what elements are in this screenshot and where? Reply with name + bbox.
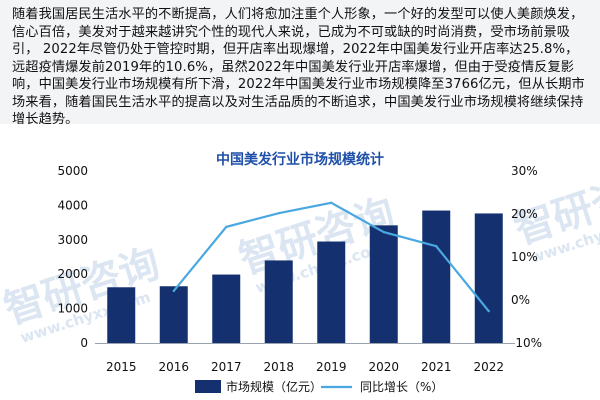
left-axis-tick-label: 2000 — [57, 267, 88, 281]
market-size-chart: 智研咨询www.chyxx.com智研咨询www.chyxx.com智研咨询ww… — [0, 151, 600, 394]
left-axis-tick-label: 1000 — [57, 302, 88, 316]
x-axis-tick-label: 2020 — [368, 360, 399, 374]
bar — [159, 286, 188, 343]
right-axis-tick-label: 10% — [511, 250, 538, 264]
growth-point — [382, 230, 385, 234]
bar — [422, 210, 451, 343]
right-axis: -10% 0% 10% 20% 30% — [511, 164, 542, 350]
growth-point — [435, 245, 438, 248]
right-axis-tick-label: 20% — [511, 207, 538, 221]
legend: 市场规模（亿元） 同比增长（%） — [195, 379, 443, 394]
growth-point — [172, 289, 175, 293]
legend-line-label: 同比增长（%） — [360, 380, 443, 394]
bar — [474, 213, 503, 343]
bar — [212, 274, 241, 343]
article-paragraph: 随着我国居民生活水平的不断提高，人们将愈加注重个人形象，一个好的发型可以使人美颜… — [0, 0, 600, 127]
x-axis-tick-label: 2015 — [106, 360, 137, 374]
left-axis-tick-label: 4000 — [57, 198, 88, 212]
x-axis-tick-label: 2017 — [211, 360, 242, 374]
x-axis: 2015 2016 2017 2018 2019 2020 2021 2022 — [95, 343, 515, 374]
x-axis-tick-label: 2019 — [316, 360, 347, 374]
bar — [317, 241, 346, 343]
legend-bar-label: 市场规模（亿元） — [226, 379, 322, 394]
x-axis-tick-label: 2021 — [421, 360, 452, 374]
right-axis-tick-label: 0% — [511, 293, 530, 307]
x-axis-tick-label: 2018 — [263, 360, 294, 374]
growth-point — [487, 309, 490, 313]
right-axis-tick-label: -10% — [511, 336, 542, 350]
growth-point — [277, 211, 280, 215]
left-axis-tick-label: 0 — [80, 336, 88, 350]
line-series — [172, 201, 490, 313]
left-axis: 0 1000 2000 3000 4000 5000 — [57, 164, 88, 350]
bar — [264, 260, 293, 343]
chart-title: 中国美发行业市场规模统计 — [216, 151, 384, 168]
growth-point — [225, 225, 228, 229]
growth-point — [330, 201, 333, 205]
legend-bar-swatch — [195, 380, 221, 393]
watermark: 智研咨询www.chyxx.com智研咨询www.chyxx.com智研咨询ww… — [0, 160, 600, 347]
right-axis-tick-label: 30% — [511, 164, 538, 178]
x-axis-tick-label: 2016 — [158, 360, 189, 374]
chart-area: 智研咨询www.chyxx.com智研咨询www.chyxx.com智研咨询ww… — [0, 124, 600, 400]
bar — [107, 287, 136, 343]
left-axis-tick-label: 3000 — [57, 233, 88, 247]
left-axis-tick-label: 5000 — [57, 164, 88, 178]
bar — [369, 225, 398, 343]
x-axis-tick-label: 2022 — [473, 360, 504, 374]
bar-series — [107, 210, 503, 343]
